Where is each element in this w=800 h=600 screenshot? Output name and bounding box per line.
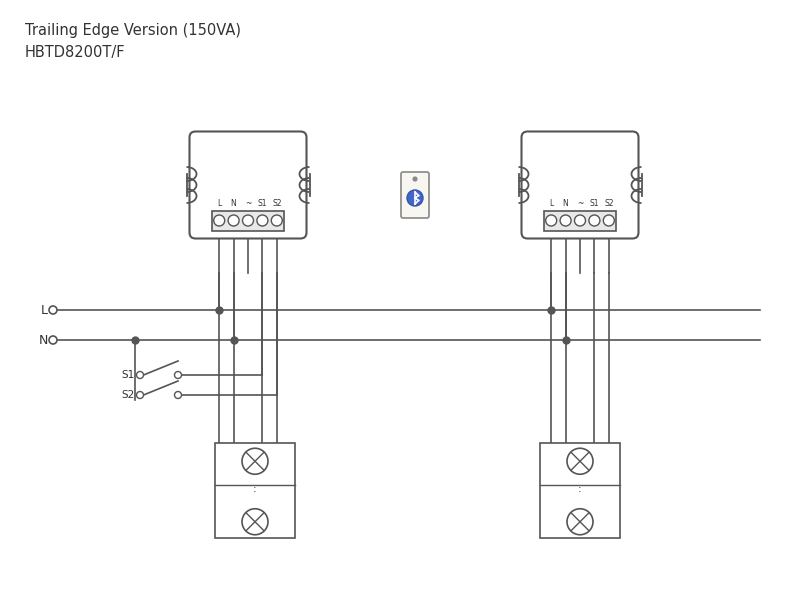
Circle shape — [49, 306, 57, 314]
Bar — [212, 211, 284, 230]
Circle shape — [214, 215, 225, 226]
Circle shape — [603, 215, 614, 226]
FancyBboxPatch shape — [522, 131, 638, 238]
Text: S2: S2 — [122, 390, 135, 400]
Circle shape — [546, 215, 557, 226]
Bar — [540, 443, 620, 538]
Text: S2: S2 — [272, 199, 282, 208]
Text: N: N — [38, 334, 48, 346]
Circle shape — [407, 190, 423, 206]
Text: HBTD8200T/F: HBTD8200T/F — [25, 44, 126, 59]
Circle shape — [413, 177, 417, 181]
Circle shape — [567, 448, 593, 474]
Circle shape — [242, 448, 268, 474]
Text: N: N — [562, 199, 569, 208]
Bar — [215, 443, 295, 538]
FancyBboxPatch shape — [401, 172, 429, 218]
Circle shape — [137, 371, 143, 379]
Circle shape — [271, 215, 282, 226]
Text: Trailing Edge Version (150VA): Trailing Edge Version (150VA) — [25, 22, 241, 37]
Circle shape — [137, 391, 143, 398]
Text: :: : — [253, 484, 257, 494]
Text: S1: S1 — [258, 199, 267, 208]
Circle shape — [228, 215, 239, 226]
Circle shape — [560, 215, 571, 226]
Circle shape — [257, 215, 268, 226]
Circle shape — [242, 215, 254, 226]
Circle shape — [242, 509, 268, 535]
Text: L: L — [41, 304, 48, 317]
Bar — [544, 211, 616, 230]
Text: :: : — [578, 484, 582, 494]
Text: S1: S1 — [122, 370, 135, 380]
Circle shape — [174, 391, 182, 398]
Circle shape — [589, 215, 600, 226]
Text: ~: ~ — [245, 199, 251, 208]
Circle shape — [574, 215, 586, 226]
Text: L: L — [549, 199, 554, 208]
Circle shape — [567, 509, 593, 535]
Text: ~: ~ — [577, 199, 583, 208]
FancyBboxPatch shape — [190, 131, 306, 238]
Text: S2: S2 — [604, 199, 614, 208]
Text: N: N — [230, 199, 237, 208]
Text: S1: S1 — [590, 199, 599, 208]
Text: L: L — [217, 199, 222, 208]
Circle shape — [49, 336, 57, 344]
Circle shape — [174, 371, 182, 379]
